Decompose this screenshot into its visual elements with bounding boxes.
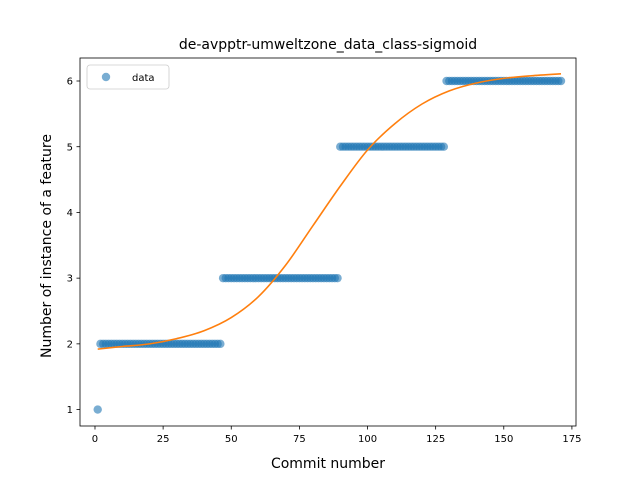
x-axis-label: Commit number (271, 456, 385, 472)
data-point (333, 273, 342, 283)
data-point (556, 76, 566, 86)
x-tick-label: 175 (562, 434, 581, 445)
y-tick-label: 6 (67, 77, 73, 88)
y-tick-label: 1 (67, 405, 73, 416)
data-point (93, 405, 102, 414)
chart-title: de-avpptr-umweltzone_data_class-sigmoid (179, 37, 477, 53)
fit-line (97, 72, 562, 350)
y-tick-label: 3 (67, 274, 73, 285)
data-point (439, 142, 449, 151)
x-tick-label: 100 (358, 434, 377, 445)
data-point (216, 339, 225, 349)
legend-label: data (132, 73, 155, 84)
legend-box (86, 64, 170, 90)
y-axis-label: Number of instance of a feature (39, 134, 55, 358)
plot-area: 0 25 50 75 100 125 150 175 1 2 3 4 5 6 data (67, 57, 581, 445)
axes-frame (79, 57, 577, 427)
x-tick-label: 0 (92, 434, 98, 445)
y-tick-label: 2 (67, 339, 73, 350)
x-tick-label: 25 (157, 434, 170, 445)
legend: data (86, 64, 170, 90)
x-tick-label: 50 (225, 434, 238, 445)
x-tick-label: 75 (293, 434, 306, 445)
legend-marker (101, 72, 111, 82)
y-tick-label: 4 (67, 208, 73, 219)
y-tick-label: 5 (67, 142, 73, 153)
x-tick-label: 125 (426, 434, 445, 445)
x-tick-label: 150 (494, 434, 513, 445)
